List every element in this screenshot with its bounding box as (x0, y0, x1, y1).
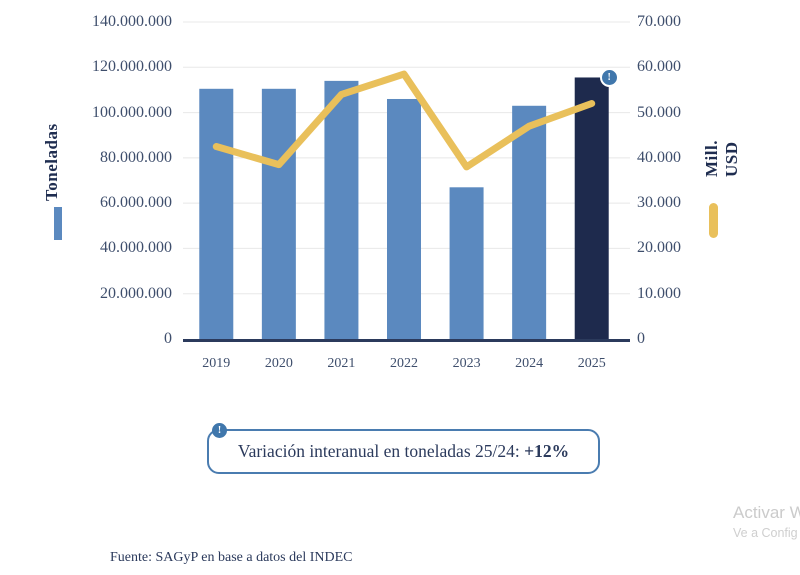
y-tick-label: 40.000 (637, 148, 681, 166)
exclamation-glyph: ! (217, 425, 222, 436)
y-tick-label: 120.000.000 (92, 58, 172, 76)
watermark-line2: Ve a Config (733, 526, 798, 540)
y-tick-label: 140.000.000 (92, 13, 172, 30)
y-tick-label: 20.000 (637, 239, 681, 257)
plot-area (183, 21, 630, 342)
left-axis-title: Toneladas (42, 123, 61, 201)
x-tick-2025: 2025 (577, 356, 606, 371)
y-tick-label: 60.000.000 (100, 194, 172, 212)
x-tick-2023: 2023 (452, 356, 481, 371)
y-tick-label: 30.000 (637, 194, 681, 212)
windows-activation-watermark: Activar W Ve a Config (733, 503, 800, 540)
y-tick-label: 100.000.000 (92, 103, 172, 121)
info-icon[interactable]: ! (212, 423, 227, 438)
annotation-box: Variación interanual en toneladas 25/24:… (207, 429, 600, 474)
y-tick-label: 70.000 (637, 13, 681, 30)
bar-2021 (324, 80, 359, 339)
bar-legend-swatch-icon (54, 207, 62, 240)
y-tick-label: 10.000 (637, 284, 681, 302)
x-tick-2022: 2022 (390, 356, 418, 371)
x-tick-2020: 2020 (264, 356, 293, 371)
source-caption: Fuente: SAGyP en base a datos del INDEC (110, 550, 353, 565)
bar-2022 (387, 98, 421, 339)
y-tick-label: 60.000 (637, 58, 681, 76)
y-tick-label: 20.000.000 (100, 284, 172, 302)
annotation-highlight: +12% (524, 441, 570, 461)
y-tick-label: 80.000.000 (100, 148, 172, 166)
bar-2020 (261, 88, 296, 340)
right-axis-title: Mill. USD (702, 140, 741, 178)
y-tick-label: 40.000.000 (100, 239, 172, 257)
info-icon[interactable]: ! (599, 68, 619, 88)
bar-2024 (512, 105, 547, 340)
y-tick-label: 50.000 (637, 103, 681, 121)
bar-2023 (449, 187, 484, 339)
annotation-text: Variación interanual en toneladas 25/24: (237, 441, 525, 461)
x-tick-2021: 2021 (327, 356, 356, 371)
line-legend-swatch-icon (709, 203, 718, 238)
exclamation-glyph: ! (607, 72, 611, 84)
line-mill-usd (212, 70, 596, 171)
x-tick-2019: 2019 (202, 356, 231, 371)
bar-2019 (199, 88, 234, 340)
y-tick-label: 0 (164, 330, 172, 347)
x-tick-2024: 2024 (515, 356, 544, 371)
y-tick-label: 0 (637, 330, 645, 347)
bar-2025 (574, 77, 609, 339)
watermark-line1: Activar W (733, 503, 800, 522)
